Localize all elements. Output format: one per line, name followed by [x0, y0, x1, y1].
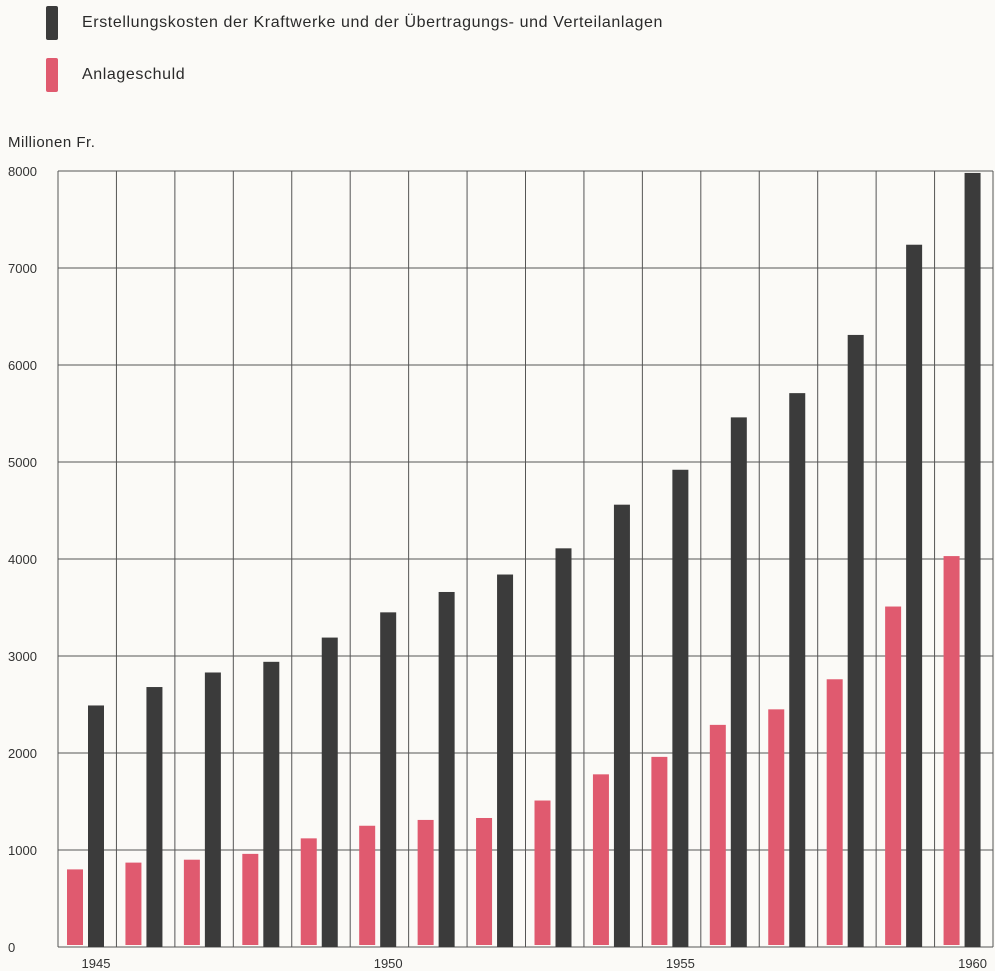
bar-anlageschuld-1960	[943, 556, 960, 945]
bar-erstellungskosten-1948	[263, 661, 280, 947]
bar-erstellungskosten-1951	[438, 591, 455, 947]
y-tick-label-0: 0	[8, 940, 15, 955]
bar-anlageschuld-1949	[300, 838, 317, 945]
bar-anlageschuld-1945	[67, 869, 83, 945]
bar-erstellungskosten-1954	[613, 504, 630, 947]
bar-erstellungskosten-1953	[555, 548, 572, 947]
bar-erstellungskosten-1959	[906, 244, 923, 948]
bar-anlageschuld-1958	[826, 679, 843, 945]
y-tick-label-7000: 7000	[8, 261, 37, 276]
legend: Erstellungskosten der Kraftwerke und der…	[46, 6, 663, 110]
bar-anlageschuld-1954	[592, 774, 609, 945]
y-tick-label-6000: 6000	[8, 358, 37, 373]
bar-anlageschuld-1955	[651, 756, 668, 945]
y-tick-label-5000: 5000	[8, 455, 37, 470]
bar-anlageschuld-1948	[242, 853, 259, 945]
bar-anlageschuld-1956	[709, 724, 726, 945]
bar-anlageschuld-1959	[885, 606, 902, 945]
legend-item-anlageschuld: Anlageschuld	[46, 58, 663, 92]
bar-erstellungskosten-1958	[847, 334, 864, 947]
y-tick-label-4000: 4000	[8, 552, 37, 567]
y-tick-label-3000: 3000	[8, 649, 37, 664]
bar-erstellungskosten-1952	[497, 574, 514, 947]
bar-anlageschuld-1950	[359, 825, 376, 945]
y-tick-label-2000: 2000	[8, 746, 37, 761]
y-axis-label: Millionen Fr.	[8, 134, 96, 151]
bar-anlageschuld-1951	[417, 819, 434, 945]
bar-erstellungskosten-1955	[672, 469, 689, 947]
bar-erstellungskosten-1949	[321, 637, 338, 947]
bar-erstellungskosten-1956	[730, 417, 747, 947]
x-tick-label-1960: 1960	[958, 956, 987, 971]
legend-swatch-erstellungskosten	[46, 6, 58, 40]
bar-anlageschuld-1947	[183, 859, 200, 945]
bar-anlageschuld-1946	[125, 862, 142, 945]
bar-erstellungskosten-1950	[380, 612, 397, 947]
bar-anlageschuld-1953	[534, 800, 551, 945]
y-tick-label-8000: 8000	[8, 164, 37, 179]
x-tick-label-1955: 1955	[666, 956, 695, 971]
bar-erstellungskosten-1947	[204, 672, 221, 947]
legend-label-anlageschuld: Anlageschuld	[82, 66, 186, 83]
bar-erstellungskosten-1957	[789, 393, 806, 947]
bar-erstellungskosten-1960	[964, 172, 981, 947]
bar-anlageschuld-1952	[476, 817, 493, 945]
x-tick-label-1950: 1950	[374, 956, 403, 971]
bar-erstellungskosten-1945	[88, 705, 104, 947]
bar-anlageschuld-1957	[768, 709, 785, 945]
bar-erstellungskosten-1946	[146, 687, 163, 947]
legend-item-erstellungskosten: Erstellungskosten der Kraftwerke und der…	[46, 6, 663, 40]
legend-swatch-anlageschuld	[46, 58, 58, 92]
legend-label-erstellungskosten: Erstellungskosten der Kraftwerke und der…	[82, 14, 664, 31]
x-tick-label-1945: 1945	[82, 956, 111, 971]
y-tick-label-1000: 1000	[8, 843, 37, 858]
